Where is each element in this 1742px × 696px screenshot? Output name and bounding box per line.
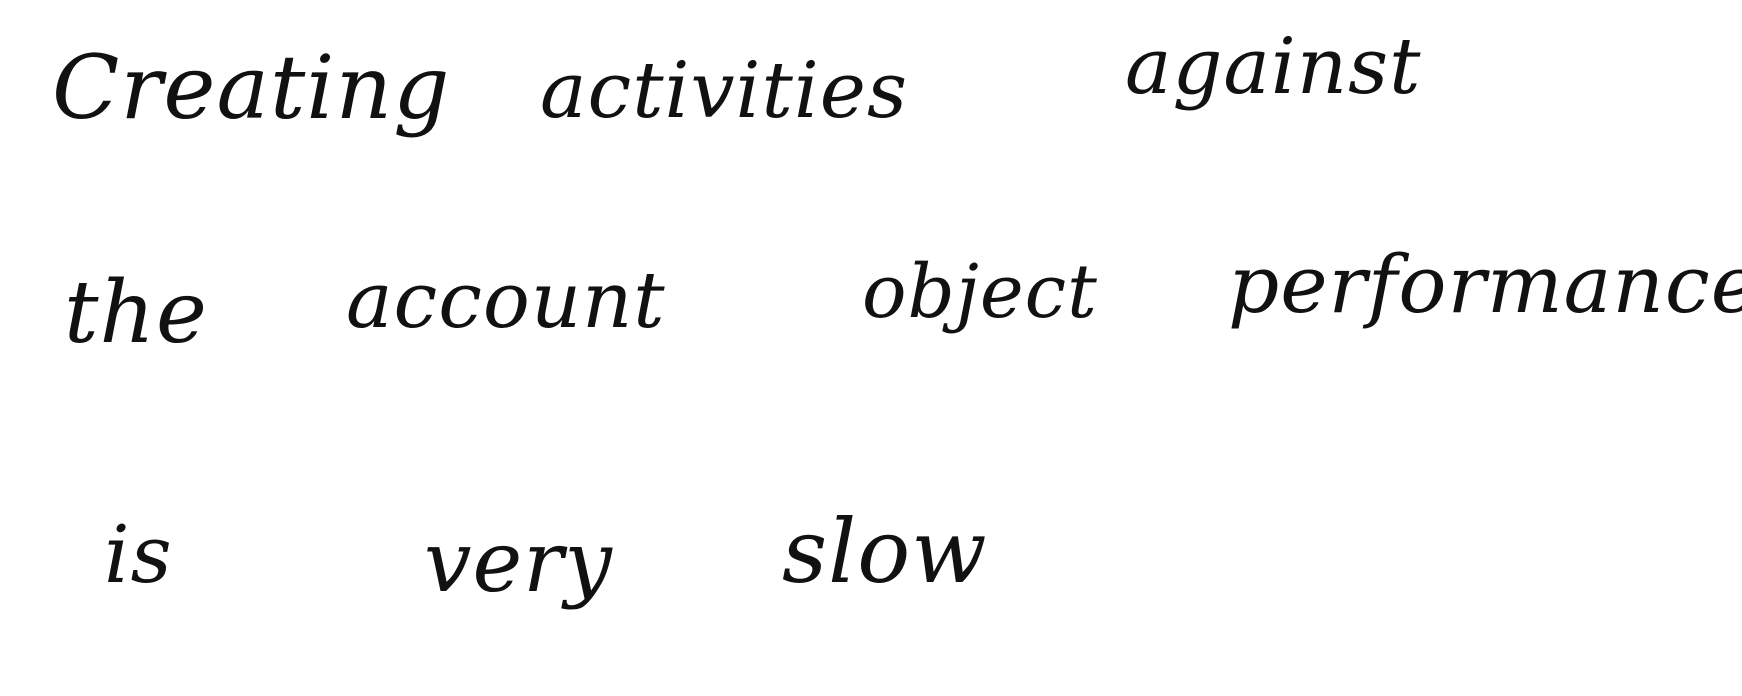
handwritten-word: activities <box>540 46 908 136</box>
handwritten-word: the <box>64 263 208 363</box>
handwritten-word: Creating <box>52 36 451 139</box>
handwritten-word: account <box>346 256 666 346</box>
handwritten-word: object <box>862 249 1098 335</box>
handwritten-word: slow <box>782 500 988 603</box>
handwritten-word: performance <box>1228 238 1742 331</box>
handwritten-word: against <box>1125 22 1422 112</box>
handwritten-word: very <box>424 513 613 611</box>
handwritten-word: is <box>104 508 173 601</box>
